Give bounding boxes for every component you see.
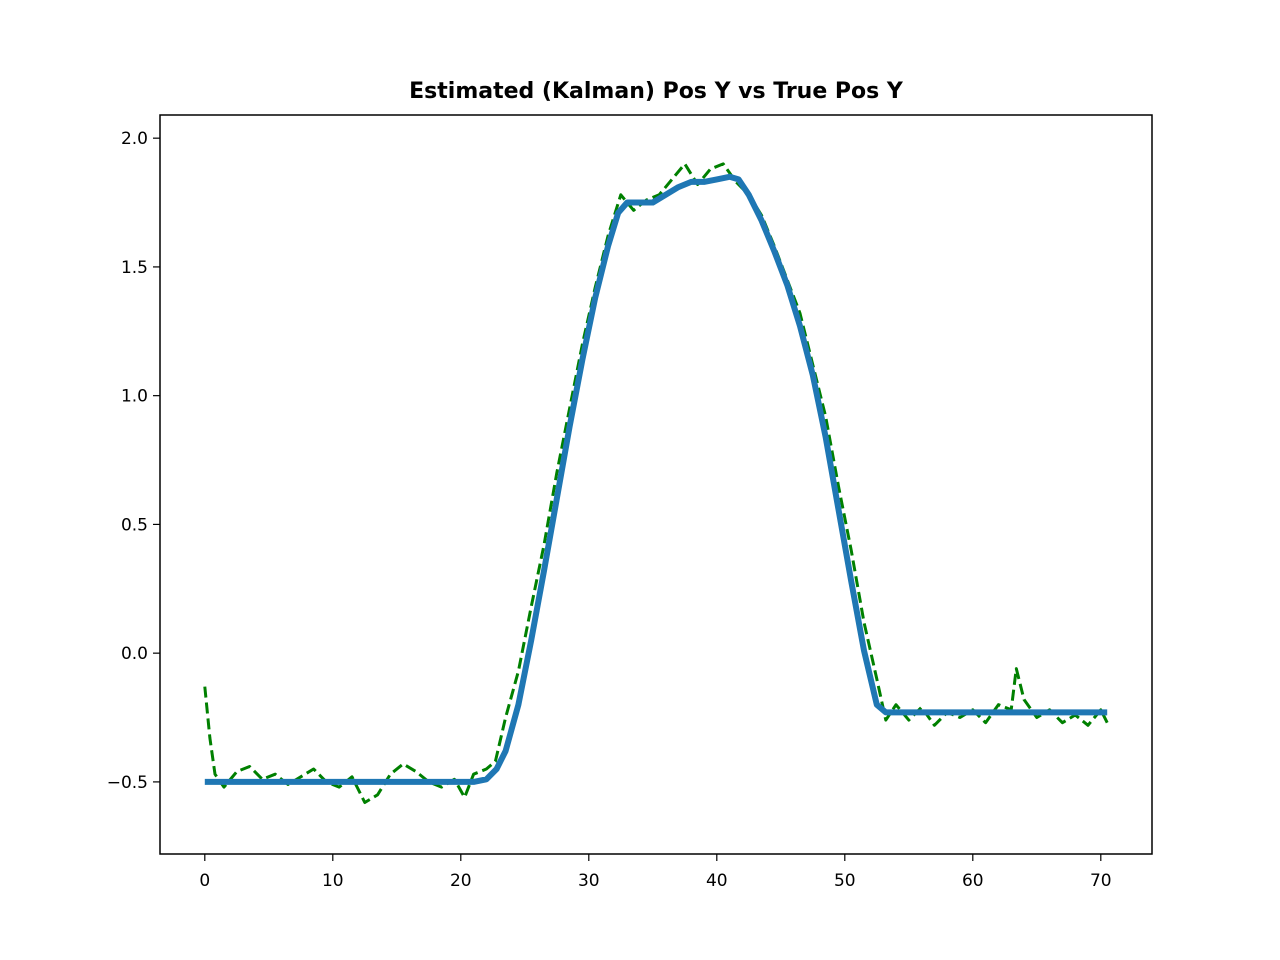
x-tick-label: 20 [450, 871, 472, 891]
x-tick-label: 40 [706, 871, 728, 891]
y-tick-label: 1.0 [121, 387, 148, 407]
x-axis: 0 10 20 30 40 50 60 70 [199, 854, 1112, 891]
y-tick-label: 0.0 [121, 644, 148, 664]
y-tick-label: 1.5 [121, 258, 148, 278]
y-axis: −0.5 0.0 0.5 1.0 1.5 2.0 [107, 129, 160, 793]
x-tick-label: 0 [199, 871, 210, 891]
x-tick-label: 60 [962, 871, 984, 891]
series-line-estimated [204, 173, 1108, 785]
y-tick-label: −0.5 [107, 773, 148, 793]
y-tick-label: 0.5 [121, 515, 148, 535]
x-tick-label: 70 [1090, 871, 1112, 891]
plot-frame [159, 114, 1153, 855]
plot-content [203, 162, 1109, 804]
chart-title: Estimated (Kalman) Pos Y vs True Pos Y [409, 79, 904, 104]
x-tick-label: 50 [834, 871, 856, 891]
y-tick-label: 2.0 [121, 129, 148, 149]
x-tick-label: 10 [322, 871, 344, 891]
x-tick-label: 30 [578, 871, 600, 891]
